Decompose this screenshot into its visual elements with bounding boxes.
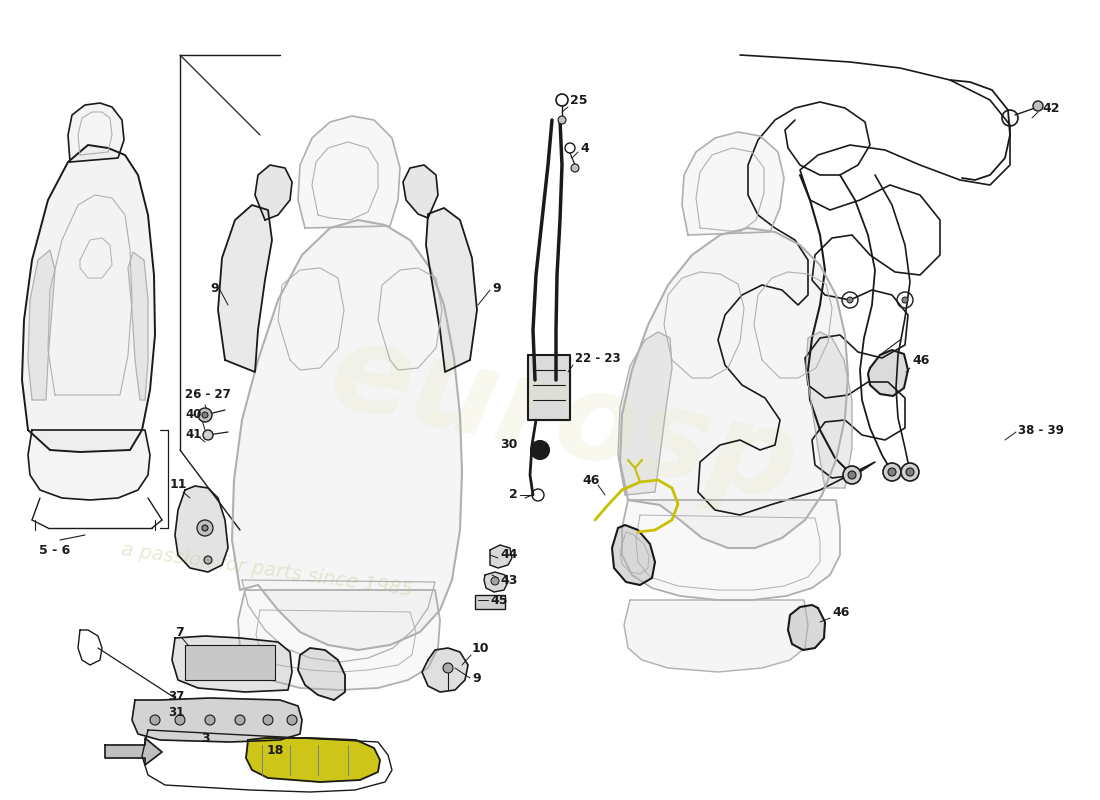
Polygon shape (104, 738, 162, 765)
Text: 11: 11 (170, 478, 187, 491)
Polygon shape (22, 145, 155, 452)
Polygon shape (175, 486, 228, 572)
Polygon shape (426, 208, 477, 372)
Text: 46: 46 (583, 474, 600, 486)
Text: 5 - 6: 5 - 6 (40, 543, 70, 557)
Text: 38 - 39: 38 - 39 (1018, 423, 1064, 437)
Polygon shape (218, 205, 272, 372)
Circle shape (198, 408, 212, 422)
Text: 10: 10 (472, 642, 490, 654)
Polygon shape (172, 636, 292, 692)
Polygon shape (624, 600, 808, 672)
Polygon shape (422, 648, 468, 692)
Polygon shape (528, 355, 570, 420)
Polygon shape (618, 332, 672, 495)
Circle shape (883, 463, 901, 481)
Polygon shape (132, 698, 302, 742)
Polygon shape (612, 525, 654, 585)
Polygon shape (620, 228, 848, 548)
Text: 18: 18 (266, 743, 284, 757)
Polygon shape (232, 220, 462, 650)
Text: 40: 40 (185, 409, 201, 422)
Circle shape (906, 468, 914, 476)
Circle shape (205, 715, 214, 725)
Circle shape (531, 441, 549, 459)
Circle shape (848, 471, 856, 479)
Bar (475, 595, 505, 609)
Circle shape (202, 412, 208, 418)
Text: 22 - 23: 22 - 23 (575, 351, 620, 365)
Circle shape (443, 663, 453, 673)
Circle shape (197, 520, 213, 536)
Circle shape (888, 468, 896, 476)
Text: 46: 46 (912, 354, 930, 366)
Text: 45: 45 (490, 594, 507, 606)
Text: 2: 2 (509, 489, 518, 502)
Text: 3: 3 (200, 731, 209, 745)
Polygon shape (28, 430, 150, 500)
Polygon shape (298, 648, 345, 700)
Text: 37: 37 (168, 690, 185, 703)
Text: 44: 44 (500, 549, 517, 562)
Text: a passion for parts since 1985: a passion for parts since 1985 (120, 540, 415, 600)
Bar (185, 645, 275, 680)
Text: 4: 4 (580, 142, 588, 154)
Text: 31: 31 (168, 706, 185, 718)
Polygon shape (806, 332, 852, 488)
Text: 9: 9 (472, 671, 481, 685)
Text: 25: 25 (570, 94, 587, 106)
Circle shape (1033, 101, 1043, 111)
Text: 43: 43 (500, 574, 517, 586)
Circle shape (235, 715, 245, 725)
Polygon shape (255, 165, 292, 220)
Text: eurosp: eurosp (320, 314, 808, 526)
Polygon shape (68, 103, 124, 162)
Polygon shape (788, 605, 825, 650)
Circle shape (150, 715, 160, 725)
Circle shape (901, 463, 918, 481)
Text: 9: 9 (492, 282, 500, 294)
Polygon shape (490, 545, 512, 568)
Circle shape (263, 715, 273, 725)
Polygon shape (621, 500, 840, 600)
Circle shape (558, 116, 566, 124)
Text: 9: 9 (210, 282, 219, 294)
Text: 46: 46 (832, 606, 849, 618)
Polygon shape (238, 590, 440, 690)
Polygon shape (128, 252, 148, 400)
Circle shape (202, 525, 208, 531)
Polygon shape (682, 132, 784, 235)
Circle shape (571, 164, 579, 172)
Circle shape (204, 556, 212, 564)
Text: 30: 30 (500, 438, 518, 451)
Circle shape (902, 297, 908, 303)
Text: 41: 41 (185, 429, 201, 442)
Circle shape (287, 715, 297, 725)
Polygon shape (403, 165, 438, 218)
Circle shape (843, 466, 861, 484)
Circle shape (175, 715, 185, 725)
Circle shape (491, 577, 499, 585)
Circle shape (847, 297, 852, 303)
Text: 42: 42 (1042, 102, 1059, 114)
Polygon shape (868, 350, 908, 396)
Polygon shape (484, 572, 508, 592)
Circle shape (204, 430, 213, 440)
Polygon shape (246, 738, 380, 782)
Polygon shape (298, 116, 400, 228)
Polygon shape (28, 250, 55, 400)
Text: 7: 7 (175, 626, 184, 638)
Text: 26 - 27: 26 - 27 (185, 389, 231, 402)
